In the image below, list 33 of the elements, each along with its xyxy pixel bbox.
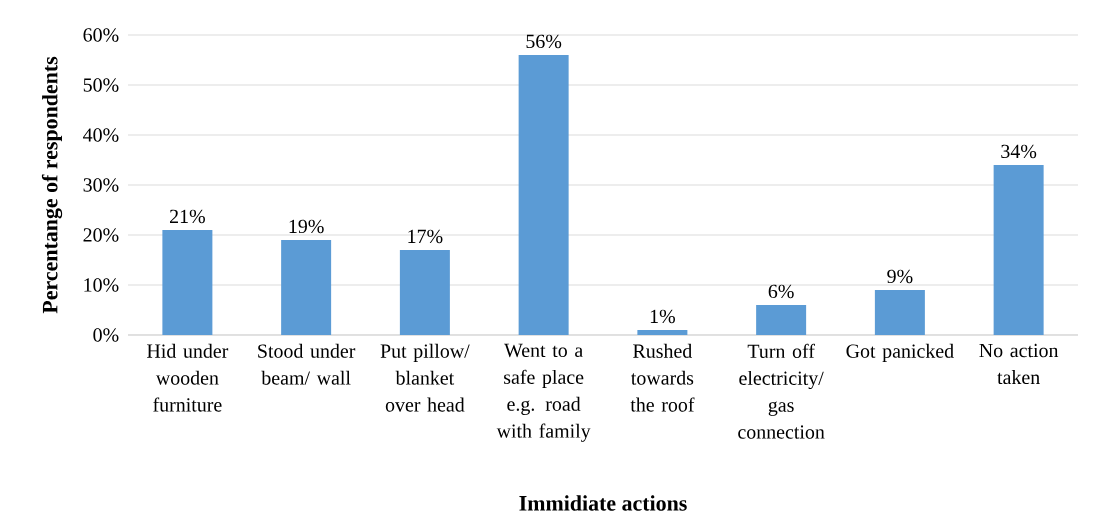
bar	[874, 289, 925, 335]
bar	[637, 329, 688, 335]
x-tick-label: No action taken	[979, 343, 1059, 385]
data-label: 9%	[887, 269, 913, 284]
y-tick-label: 20%	[83, 228, 119, 242]
bar	[518, 54, 569, 335]
bar	[399, 249, 450, 335]
x-tick-label: Went to a safe place e.g. road with family	[496, 343, 591, 442]
data-label: 1%	[650, 309, 675, 324]
bar	[993, 164, 1044, 335]
y-tick-label: 60%	[83, 28, 119, 42]
y-tick-label: 40%	[83, 128, 119, 142]
x-tick-label: Got panicked	[846, 343, 954, 362]
data-label: 6%	[768, 284, 794, 299]
y-tick-label: 50%	[83, 78, 119, 92]
x-tick-label: Turn off electricity/ gas connection	[738, 343, 825, 439]
x-tick-label: Put pillow/ blanket over head	[380, 343, 470, 412]
x-axis-title: Immidiate actions	[519, 495, 687, 511]
bar	[756, 304, 807, 335]
x-tick-label: Stood under beam/ wall	[258, 343, 356, 385]
data-label: 17%	[408, 229, 443, 244]
y-tick-label: 0%	[93, 328, 119, 342]
data-label: 34%	[1001, 144, 1037, 159]
y-axis-title: Percentange of respondents	[41, 56, 63, 314]
x-tick-label: Hid under wooden furniture	[147, 343, 229, 412]
x-tick-label: Rushed towards the roof	[630, 343, 695, 412]
y-tick-label: 30%	[83, 178, 119, 192]
data-label: 19%	[289, 219, 324, 234]
bar	[162, 229, 213, 335]
bar	[281, 239, 332, 335]
y-tick-label: 10%	[84, 278, 119, 292]
data-label: 56%	[526, 34, 562, 49]
data-label: 21%	[170, 209, 205, 224]
